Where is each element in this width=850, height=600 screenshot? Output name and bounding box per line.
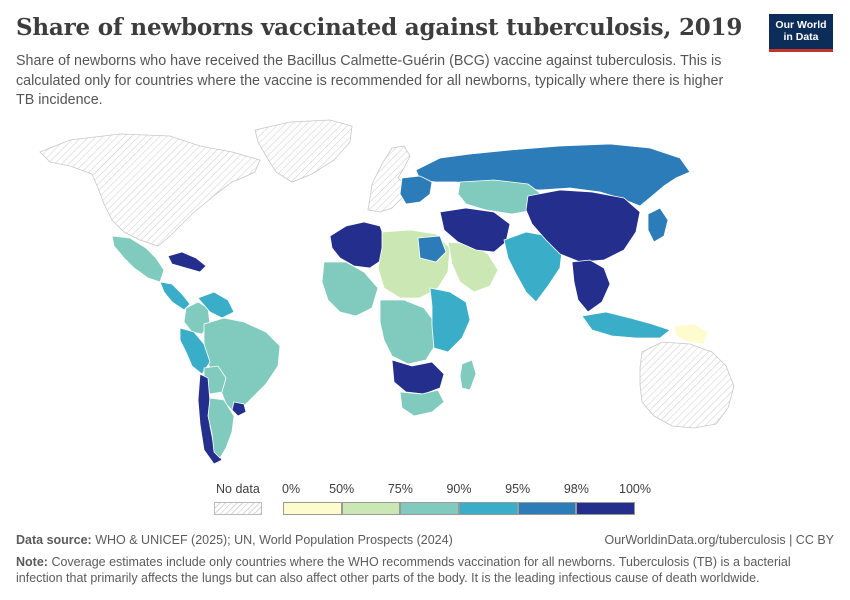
world-map[interactable] xyxy=(0,112,850,472)
region-north-america[interactable] xyxy=(39,133,261,247)
legend-bin-5[interactable] xyxy=(576,502,635,515)
region-caribbean[interactable] xyxy=(167,251,207,273)
legend-bin-3[interactable] xyxy=(459,502,518,515)
legend-tick-label: 100% xyxy=(619,482,651,496)
legend-tick-label: 95% xyxy=(505,482,531,496)
legend-tick-label: 98% xyxy=(563,482,589,496)
region-south-africa[interactable] xyxy=(399,389,445,417)
region-east-africa[interactable] xyxy=(429,287,471,353)
region-china-mongolia[interactable] xyxy=(525,189,641,263)
legend-tick-label: 50% xyxy=(329,482,355,496)
owid-logo[interactable]: Our World in Data xyxy=(769,14,833,52)
chart-subtitle: Share of newborns who have received the … xyxy=(16,53,724,108)
region-uruguay[interactable] xyxy=(231,401,247,417)
note-text: Coverage estimates include only countrie… xyxy=(16,555,791,585)
chart-title: Share of newborns vaccinated against tub… xyxy=(16,14,743,41)
region-eastern-europe[interactable] xyxy=(399,175,433,205)
region-west-africa[interactable] xyxy=(321,261,379,317)
region-venezuela[interactable] xyxy=(197,291,235,319)
region-southern-africa[interactable] xyxy=(391,359,445,395)
source-text[interactable]: WHO & UNICEF (2025); UN, World Populatio… xyxy=(95,533,453,547)
region-central-asia[interactable] xyxy=(457,179,545,215)
logo-line-2: in Data xyxy=(783,31,819,43)
region-morocco-algeria[interactable] xyxy=(329,221,387,269)
region-papua-new-guinea[interactable] xyxy=(673,323,709,345)
legend-tick-label: 75% xyxy=(387,482,413,496)
legend-bin-1[interactable] xyxy=(341,502,401,515)
region-peru[interactable] xyxy=(179,327,211,375)
region-japan[interactable] xyxy=(647,207,669,243)
legend-no-data-label: No data xyxy=(216,482,260,496)
region-southeast-asia[interactable] xyxy=(571,259,611,313)
region-indonesia[interactable] xyxy=(581,311,671,339)
region-iran-region[interactable] xyxy=(439,207,511,253)
note-label: Note: xyxy=(16,555,48,569)
logo-line-1: Our World xyxy=(775,19,827,31)
legend-no-data-swatch[interactable] xyxy=(214,502,262,515)
source-label: Data source: xyxy=(16,533,92,547)
source-url[interactable]: OurWorldinData.org/tuberculosis | CC BY xyxy=(604,533,835,547)
legend-bin-2[interactable] xyxy=(400,502,459,515)
region-central-america[interactable] xyxy=(159,281,191,311)
region-argentina[interactable] xyxy=(207,397,235,459)
region-central-africa[interactable] xyxy=(379,299,437,365)
region-australia[interactable] xyxy=(639,341,735,429)
legend-tick-label: 0% xyxy=(282,482,301,496)
legend-bin-4[interactable] xyxy=(517,502,577,515)
region-greenland[interactable] xyxy=(254,119,353,183)
legend-tick-label: 90% xyxy=(446,482,472,496)
region-india[interactable] xyxy=(503,231,563,303)
region-madagascar[interactable] xyxy=(459,359,477,391)
legend-bin-0[interactable] xyxy=(283,502,342,515)
data-source: Data source: WHO & UNICEF (2025); UN, Wo… xyxy=(16,533,453,547)
region-egypt[interactable] xyxy=(417,235,447,263)
chart-note: Note: Coverage estimates include only co… xyxy=(16,554,816,586)
